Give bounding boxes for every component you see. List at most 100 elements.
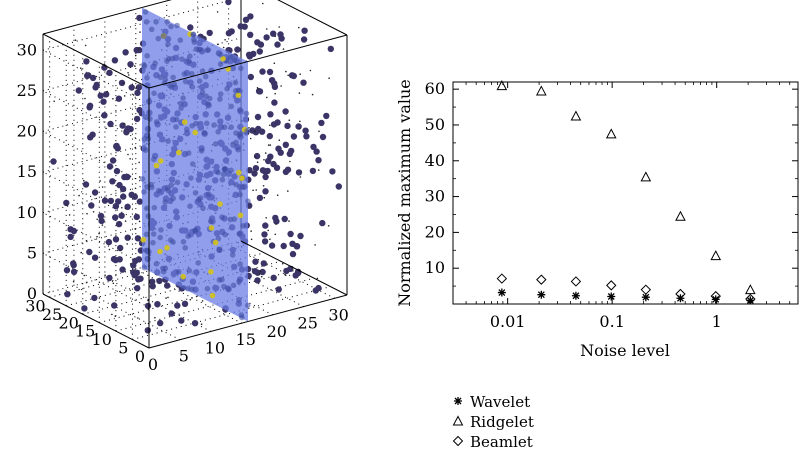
cube-point (290, 72, 297, 80)
cube-dot (135, 86, 138, 89)
cube-dot (124, 207, 127, 210)
plane-point (180, 285, 187, 291)
cube-dot (167, 296, 169, 299)
cube-dot (92, 211, 95, 213)
cube-dot (217, 43, 219, 46)
cube-point (252, 165, 260, 172)
cube-dot (311, 93, 314, 96)
cube-point (254, 277, 261, 284)
plane-point (143, 247, 150, 254)
cube-point (247, 13, 254, 20)
cube-dot (200, 323, 203, 326)
plane-point (236, 169, 242, 176)
plane-point (191, 39, 198, 45)
plane-point (197, 195, 204, 201)
cube-dot (284, 273, 286, 276)
plane-point (231, 216, 238, 222)
cube-point (134, 285, 141, 292)
plane-point (148, 26, 155, 33)
plane-point (192, 227, 198, 233)
cube-point (271, 83, 279, 91)
cube-point (303, 133, 310, 140)
cube-point (300, 79, 307, 86)
plane-point (153, 19, 159, 25)
cube-dot (83, 274, 86, 277)
cube-dot (121, 206, 123, 209)
cube-point (105, 238, 113, 246)
z-tick-label: 5 (27, 243, 37, 262)
plane-point (181, 119, 188, 125)
cube-point (335, 183, 342, 190)
cube-point (63, 199, 70, 207)
plane-point (224, 85, 230, 92)
cube-point (113, 143, 120, 150)
cube-dot (112, 282, 115, 285)
z-tick-label: 0 (27, 284, 37, 303)
plane-point (196, 78, 203, 84)
z-tick-label: 20 (17, 122, 37, 141)
x-tick-label: 1 (712, 312, 722, 331)
cube-point (315, 157, 322, 164)
cube-point (119, 266, 126, 273)
plane-point (221, 124, 228, 130)
plane-point (143, 205, 150, 212)
cube-dot (129, 158, 131, 160)
cube-point (144, 302, 152, 310)
cube-dot (137, 317, 139, 319)
cube-point (136, 198, 144, 205)
cube-dot (80, 251, 82, 254)
plane-point (140, 62, 147, 68)
plane-point (243, 110, 250, 117)
plane-point (164, 19, 170, 25)
plane-point (235, 92, 242, 98)
cube-dot (248, 127, 250, 129)
plane-point (153, 162, 160, 169)
cube-edge (240, 240, 348, 296)
cube-dot (74, 39, 77, 41)
cube-dot (83, 179, 85, 182)
legend: Wavelet Ridgelet Beamlet (452, 392, 534, 452)
x-tick-label: 10 (205, 338, 225, 357)
plane-point (215, 169, 221, 176)
plane-point (235, 147, 241, 153)
cube-dot (250, 230, 252, 232)
y-axis-label: Normalized maximum value (395, 79, 414, 307)
cube-dot (278, 26, 281, 28)
cube-point (136, 14, 143, 22)
cube-point (266, 132, 273, 140)
cube-dot (68, 214, 71, 216)
cube-point (135, 276, 142, 283)
wavelet-point (537, 290, 546, 299)
plane-point (178, 105, 184, 111)
x-tick-label: 0 (148, 355, 158, 374)
legend-label: Ridgelet (470, 413, 534, 431)
cube-point (157, 319, 164, 327)
cube-point (154, 301, 161, 308)
cube-dot (147, 299, 149, 302)
cube-point (63, 267, 71, 274)
cube-point (131, 193, 138, 200)
cube-dot (98, 232, 100, 235)
plane-point (180, 95, 186, 101)
cube-dot (127, 153, 129, 156)
plane-point (226, 286, 232, 293)
cube-point (120, 193, 127, 200)
plane-point (217, 51, 224, 58)
cube-point (237, 23, 244, 30)
plane-point (169, 55, 176, 62)
plane-point (141, 264, 148, 271)
plane-point (160, 33, 167, 39)
cube-point (98, 217, 105, 225)
cube-dot (254, 130, 256, 132)
cube-dot (269, 124, 271, 127)
plane-point (139, 176, 146, 182)
plane-point (181, 71, 188, 77)
legend-item-beamlet: Beamlet (452, 432, 534, 452)
cube-dot (129, 263, 132, 265)
ridgelet-point (675, 210, 686, 221)
plane-point (168, 23, 174, 30)
cube-point (106, 163, 114, 170)
plane-point (244, 302, 251, 309)
cube-point (242, 16, 250, 23)
cube-point (260, 260, 267, 267)
